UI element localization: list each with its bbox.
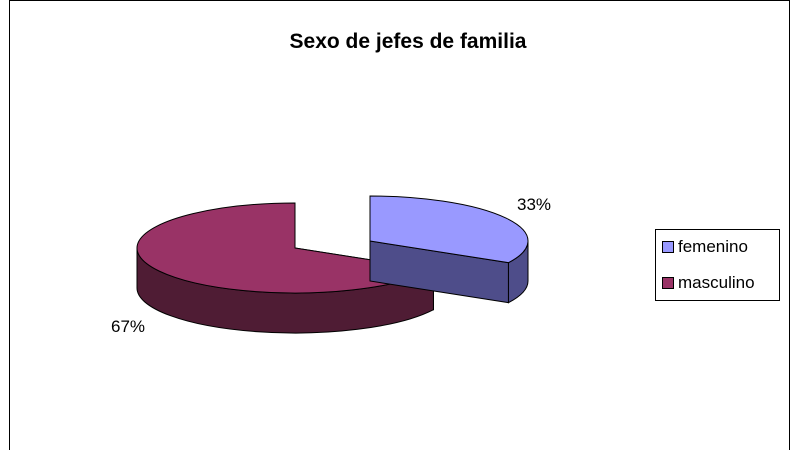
- legend-label-masculino: masculino: [678, 273, 755, 292]
- legend-label-femenino: femenino: [678, 237, 748, 256]
- pie-slices: [136, 195, 529, 334]
- data-label-masculino: 67%: [111, 317, 145, 336]
- data-label-femenino: 33%: [517, 195, 551, 214]
- slice-top-femenino: [369, 195, 529, 264]
- legend-swatch-masculino: [662, 277, 674, 289]
- slice-top-masculino: [136, 202, 436, 294]
- legend-swatch-femenino: [662, 241, 674, 253]
- chart-title: Sexo de jefes de familia: [290, 30, 527, 53]
- legend-item-masculino: masculino: [662, 273, 755, 293]
- legend-item-femenino: femenino: [662, 237, 748, 257]
- legend: femenino masculino: [655, 229, 780, 301]
